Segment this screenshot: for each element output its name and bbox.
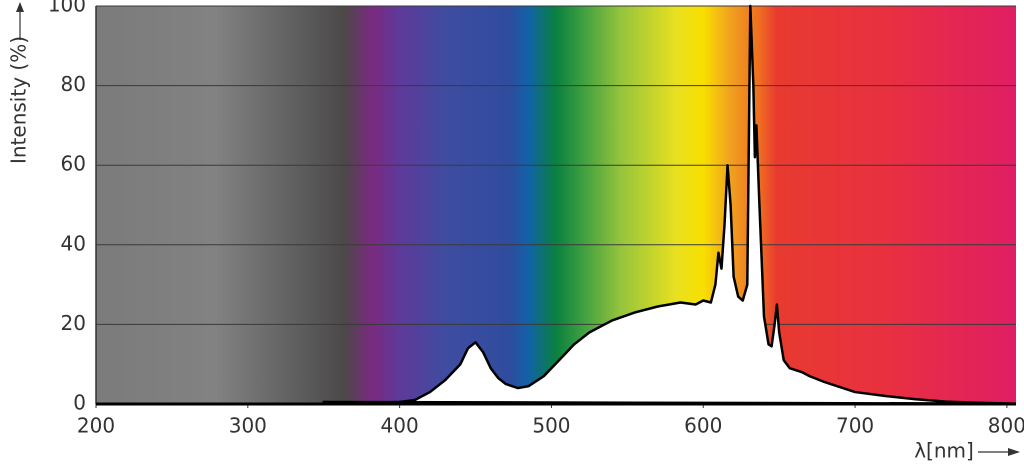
x-tick-label: 600	[684, 414, 722, 438]
x-tick-label: 200	[77, 414, 115, 438]
y-tick-label: 40	[61, 231, 86, 255]
x-arrow-head	[1008, 448, 1020, 456]
y-tick-label: 0	[73, 391, 86, 415]
y-arrow-head	[16, 2, 24, 12]
y-tick-label: 80	[61, 72, 86, 96]
x-tick-label: 500	[532, 414, 570, 438]
plot	[322, 4, 1016, 405]
x-axis-label: λ[nm]	[914, 439, 974, 463]
spectrum-background	[96, 6, 1016, 404]
x-tick-label: 400	[381, 414, 419, 438]
x-tick-label: 300	[229, 414, 267, 438]
spectrum-curve	[322, 4, 1016, 405]
y-tick-label: 100	[48, 0, 86, 17]
y-tick-label: 60	[61, 152, 86, 176]
x-tick-label: 800	[988, 414, 1024, 438]
y-axis-label: Intensity (%)	[7, 36, 31, 164]
y-tick-label: 20	[61, 311, 86, 335]
x-tick-label: 700	[836, 414, 874, 438]
